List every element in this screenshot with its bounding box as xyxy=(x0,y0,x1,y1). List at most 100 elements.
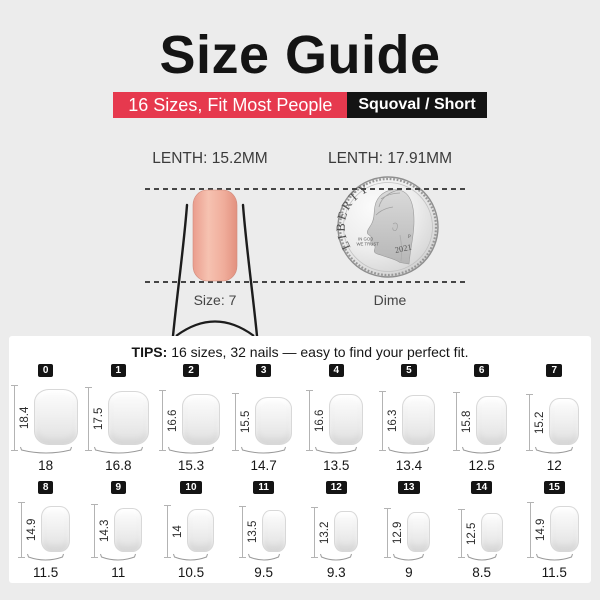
finger-left-outline xyxy=(171,203,189,336)
width-value: 12 xyxy=(546,458,562,473)
size-cell: 2 16.6 15.3 xyxy=(155,364,227,473)
width-measure-arc xyxy=(466,553,497,561)
width-value: 11.5 xyxy=(33,565,59,580)
bottom-dashed-line xyxy=(145,281,468,283)
nail-measure-group: 15.5 xyxy=(232,379,293,451)
size-cell: 13 12.9 9 xyxy=(373,481,445,580)
width-value: 9 xyxy=(405,565,413,580)
size-cell: 4 16.6 13.5 xyxy=(300,364,372,473)
length-value: 15.5 xyxy=(240,410,253,434)
pink-press-on-nail xyxy=(192,189,238,282)
nail-swatch xyxy=(107,391,149,445)
tips-line: TIPS: 16 sizes, 32 nails — easy to find … xyxy=(9,336,591,360)
comparison-section: LENTH: 15.2MM LENTH: 17.91MM xyxy=(0,140,600,336)
nail-swatch xyxy=(549,398,580,445)
size-cell: 12 13.2 9.3 xyxy=(300,481,372,580)
length-value: 15.8 xyxy=(461,410,474,433)
nail-measure-group: 17.5 xyxy=(84,379,149,451)
size-cell: 5 16.3 13.4 xyxy=(373,364,445,473)
width-value: 14.7 xyxy=(250,458,277,473)
width-measure-arc xyxy=(315,446,358,454)
width-value: 10.5 xyxy=(177,565,205,580)
size-chart-panel: TIPS: 16 sizes, 32 nails — easy to find … xyxy=(9,336,591,583)
nail-swatch xyxy=(255,397,293,445)
length-measure-line xyxy=(18,502,26,558)
nail-swatch xyxy=(181,394,220,445)
subtitle-banner: 16 Sizes, Fit Most People xyxy=(113,92,348,118)
size-cell: 11 13.5 9.5 xyxy=(228,481,300,580)
size-cell: 8 14.9 11.5 xyxy=(10,481,82,580)
width-measure-arc xyxy=(247,553,280,561)
size-badge: 4 xyxy=(328,364,345,377)
dime-length-label: LENTH: 17.91MM xyxy=(327,150,453,167)
size-badge: 12 xyxy=(325,481,347,494)
mint-mark: P xyxy=(408,235,411,240)
nail-measure-group: 16.3 xyxy=(379,379,436,451)
nail-swatch xyxy=(261,510,286,552)
size-cell: 7 15.2 12 xyxy=(518,364,590,473)
nail-swatch xyxy=(114,508,143,552)
length-measure-line xyxy=(91,504,99,558)
length-value: 16.3 xyxy=(387,409,400,433)
nail-swatch xyxy=(41,506,71,552)
length-value: 18.4 xyxy=(18,406,31,430)
width-value: 9.5 xyxy=(254,565,274,580)
width-measure-arc xyxy=(535,446,574,454)
width-value: 11.5 xyxy=(541,565,567,580)
nail-measure-group: 16.6 xyxy=(158,379,220,451)
nail-swatch xyxy=(402,395,436,445)
width-measure-arc xyxy=(393,553,425,561)
size-row-1: 0 18.4 18 1 17.5 16.8 2 16.6 15.3 3 15.5 14.7 4 16.6 1… xyxy=(9,364,591,473)
nail-swatch xyxy=(33,389,78,445)
width-value: 18 xyxy=(38,458,54,473)
size-badge: 0 xyxy=(37,364,54,377)
length-value: 12.9 xyxy=(392,521,405,545)
hair-detail xyxy=(375,189,401,216)
length-value: 16.6 xyxy=(314,409,327,432)
size-badge: 13 xyxy=(398,481,420,494)
tips-text: 16 sizes, 32 nails — easy to find your p… xyxy=(167,344,469,360)
length-value: 16.6 xyxy=(166,409,179,432)
size-badge: 5 xyxy=(401,364,417,377)
length-value: 14.3 xyxy=(99,519,112,543)
length-measure-line xyxy=(232,393,240,451)
size-badge: 14 xyxy=(471,481,493,494)
page-title: Size Guide xyxy=(159,25,441,85)
length-measure-line xyxy=(10,385,18,451)
length-value: 14 xyxy=(172,525,185,538)
nail-measure-group: 13.2 xyxy=(311,496,359,558)
motto-line1: IN GOD xyxy=(358,237,373,242)
nail-measure-group: 18.4 xyxy=(10,379,78,451)
length-measure-line xyxy=(384,508,392,558)
nail-swatch xyxy=(476,396,508,445)
width-measure-arc xyxy=(535,553,573,561)
size-cell: 14 12.5 8.5 xyxy=(446,481,518,580)
width-value: 11 xyxy=(111,565,126,580)
length-measure-line xyxy=(457,509,465,558)
length-value: 13.2 xyxy=(319,521,332,544)
width-value: 16.8 xyxy=(105,458,132,473)
size-cell: 10 14 10.5 xyxy=(155,481,227,580)
size-badge: 1 xyxy=(110,364,127,377)
size-badge: 9 xyxy=(110,481,127,494)
coin-reeded-edge xyxy=(338,177,438,277)
size-row-2: 8 14.9 11.5 9 14.3 11 10 14 10.5 11 13.5 9.5 12 13.2 9… xyxy=(9,481,591,580)
width-measure-arc xyxy=(241,446,287,454)
length-value: 17.5 xyxy=(92,407,105,431)
nail-swatch xyxy=(480,513,503,552)
width-measure-arc xyxy=(320,553,353,561)
nail-swatch xyxy=(334,511,359,552)
width-value: 13.4 xyxy=(395,458,423,473)
length-value: 14.9 xyxy=(26,518,39,542)
length-value: 12.5 xyxy=(465,522,478,545)
shape-tag-banner: Squoval / Short xyxy=(347,92,487,118)
length-measure-line xyxy=(311,507,319,558)
nail-measure-group: 12.5 xyxy=(457,496,503,558)
size-badge: 15 xyxy=(543,481,565,494)
size-cell: 9 14.3 11 xyxy=(82,481,154,580)
size-badge: 10 xyxy=(180,481,202,494)
length-measure-line xyxy=(84,387,92,451)
length-value: 14.9 xyxy=(534,518,547,542)
length-value: 13.5 xyxy=(246,520,259,544)
